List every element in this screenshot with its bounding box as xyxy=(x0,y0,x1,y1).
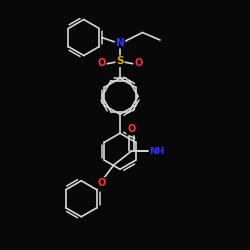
Text: N: N xyxy=(116,38,124,48)
Text: O: O xyxy=(127,124,136,134)
Text: S: S xyxy=(116,56,124,66)
Text: NH: NH xyxy=(150,147,164,156)
Text: O: O xyxy=(134,58,142,68)
Text: O: O xyxy=(98,58,106,68)
Text: O: O xyxy=(97,178,106,188)
